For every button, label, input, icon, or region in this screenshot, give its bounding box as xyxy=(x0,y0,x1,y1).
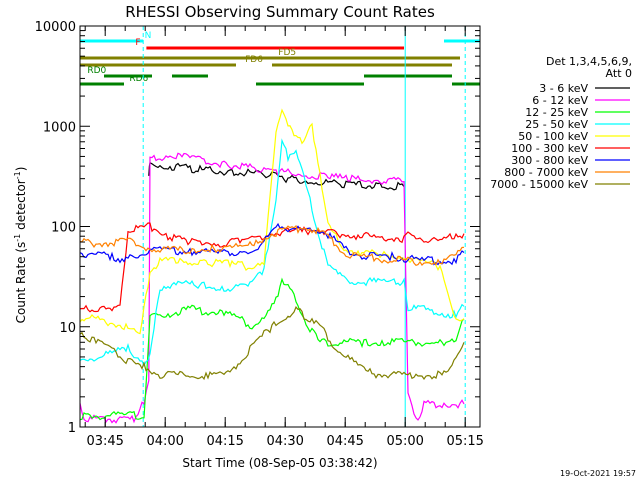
legend-label: 100 - 300 keV xyxy=(511,142,588,155)
x-tick-label: 03:45 xyxy=(86,434,123,449)
y-tick-label: 100 xyxy=(51,221,76,236)
y-tick-label: 10000 xyxy=(35,20,76,35)
series-line xyxy=(79,224,465,267)
series-line xyxy=(79,305,465,381)
y-tick-label: 1 xyxy=(68,421,76,436)
footer-date: 19-Oct-2021 19:57 xyxy=(560,469,636,478)
legend-label: 7000 - 15000 keV xyxy=(490,178,588,191)
legend-header-line2: Att 0 xyxy=(606,67,632,80)
legend-label: 6 - 12 keV xyxy=(532,94,588,107)
x-axis-label: Start Time (08-Sep-05 03:38:42) xyxy=(182,456,377,470)
series-line xyxy=(79,108,465,335)
flag-label-fd5: FD5 xyxy=(278,48,296,58)
y-tick-label: 1000 xyxy=(43,120,76,135)
flag-label-n: N xyxy=(145,31,152,41)
flag-label-rd0: RD0 xyxy=(87,66,106,76)
legend-label: 12 - 25 keV xyxy=(525,106,588,119)
legend-label: 25 - 50 keV xyxy=(525,118,588,131)
legend-label: 300 - 800 keV xyxy=(511,154,588,167)
series-line xyxy=(79,152,465,424)
flag-label-rd6: RD6 xyxy=(129,74,148,84)
series-line xyxy=(148,161,405,191)
series-line xyxy=(79,277,465,421)
legend-label: 3 - 6 keV xyxy=(539,82,588,95)
axes: 1 10 100 1000 10000 03:45 04:00 04:15 04:30 04:45… xyxy=(35,20,484,449)
y-axis-label-main: Count Rate (s xyxy=(14,242,28,324)
x-tick-label: 04:30 xyxy=(266,434,303,449)
y-axis-label-sup2: -1 xyxy=(13,171,22,179)
series-line xyxy=(79,222,465,266)
legend-header-line1: Det 1,3,4,5,6,9, xyxy=(546,55,632,68)
y-tick-label: 10 xyxy=(59,321,76,336)
x-tick-label: 05:15 xyxy=(446,434,483,449)
legend-label: 800 - 7000 keV xyxy=(504,166,588,179)
series-line xyxy=(79,138,465,367)
y-axis-label-end: ) xyxy=(14,167,28,172)
x-tick-label: 04:15 xyxy=(206,434,243,449)
x-tick-label: 05:00 xyxy=(386,434,423,449)
y-axis-label: Count Rate (s-1 detector-1) xyxy=(13,167,28,324)
flag-bars: NF FD5 FD6 RD0 RD6 xyxy=(80,31,480,86)
chart-title: RHESSI Observing Summary Count Rates xyxy=(125,3,435,21)
legend-label: 50 - 100 keV xyxy=(518,130,588,143)
flag-label-fd6: FD6 xyxy=(245,55,263,65)
x-tick-label: 04:00 xyxy=(146,434,183,449)
flag-label-f: F xyxy=(135,38,140,48)
x-tick-label: 04:45 xyxy=(326,434,363,449)
series-lines xyxy=(79,108,465,424)
y-axis-label-mid: detector xyxy=(14,179,28,234)
y-axis-label-sup1: -1 xyxy=(13,234,22,242)
